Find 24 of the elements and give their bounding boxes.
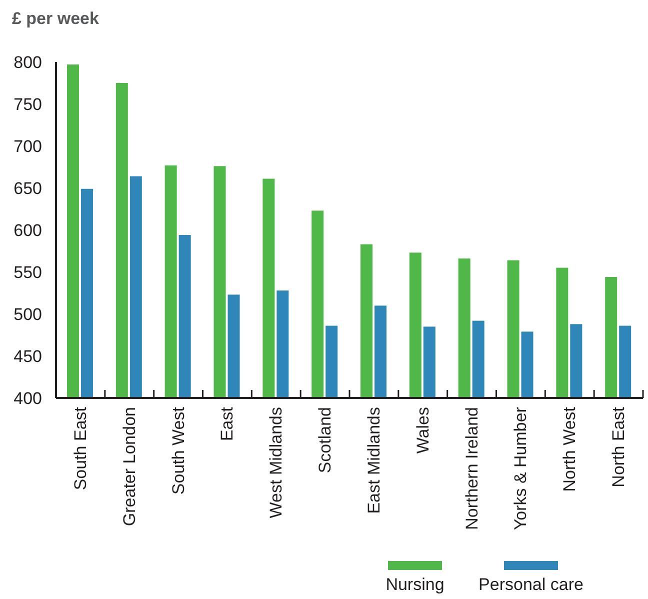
y-tick-label: 750	[14, 95, 42, 114]
y-tick-label: 550	[14, 263, 42, 282]
y-tick-label: 600	[14, 221, 42, 240]
y-tick-label: 650	[14, 179, 42, 198]
legend-label: Nursing	[386, 575, 444, 594]
y-axis-title: £ per week	[12, 9, 99, 28]
x-tick-label: West Midlands	[266, 407, 286, 518]
x-tick-label: Northern Ireland	[462, 407, 482, 530]
y-tick-label: 700	[14, 137, 42, 156]
x-tick-label: Greater London	[120, 407, 139, 526]
y-tick-label: 500	[14, 305, 42, 324]
x-tick-label: East	[218, 406, 237, 442]
y-tick-label: 450	[14, 347, 42, 366]
x-tick-label: South East	[70, 406, 90, 490]
y-tick-label: 400	[14, 389, 42, 408]
x-tick-label: North West	[560, 406, 580, 492]
x-tick-label: Scotland	[316, 407, 335, 474]
x-tick-label: Wales	[413, 407, 432, 454]
y-tick-label: 800	[14, 53, 42, 72]
x-tick-label: Yorks & Humber	[511, 406, 530, 530]
x-tick-label: South West	[168, 406, 188, 495]
x-tick-label: East Midlands	[364, 407, 384, 514]
legend-label: Personal care	[478, 575, 584, 594]
x-tick-label: North East	[609, 406, 628, 488]
